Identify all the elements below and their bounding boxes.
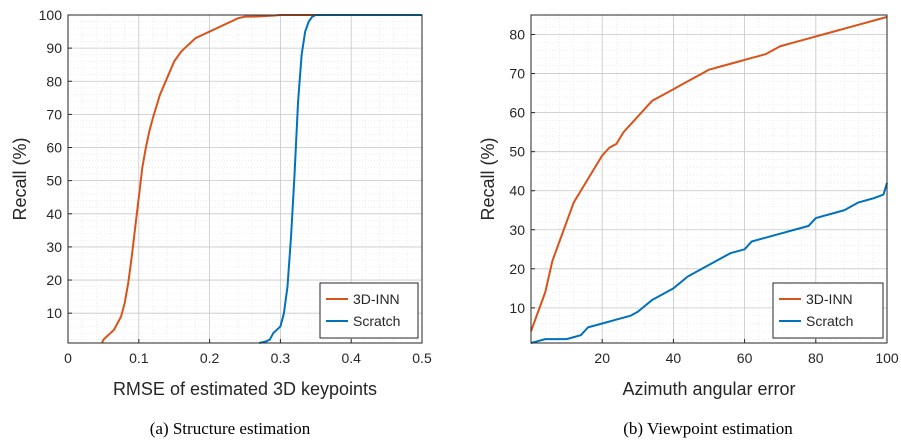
axes-box <box>530 14 888 344</box>
legend-box <box>319 282 419 339</box>
x-tick-label: 0.1 <box>129 350 149 366</box>
y-tick-label: 30 <box>509 222 525 238</box>
x-tick-label: 80 <box>808 350 824 366</box>
y-tick-label: 50 <box>46 173 62 189</box>
x-tick-label: 0 <box>64 350 72 366</box>
y-tick-label: 60 <box>509 105 525 121</box>
legend-entry: 3D-INN <box>806 291 853 307</box>
axes-box <box>67 14 423 344</box>
x-tick-label: 100 <box>875 350 899 366</box>
x-axis-label: RMSE of estimated 3D keypoints <box>113 379 377 399</box>
legend-box <box>772 282 884 339</box>
y-tick-label: 70 <box>46 106 62 122</box>
x-tick-label: 60 <box>737 350 753 366</box>
series-line-scratch <box>530 182 888 344</box>
y-tick-label: 50 <box>509 144 525 160</box>
x-axis-label: Azimuth angular error <box>622 379 795 399</box>
x-tick-label: 20 <box>594 350 610 366</box>
subfigure-caption: (a) Structure estimation <box>150 419 311 438</box>
y-tick-label: 30 <box>46 239 62 255</box>
x-tick-label: 0.3 <box>271 350 291 366</box>
x-tick-label: 0.2 <box>200 350 220 366</box>
x-tick-label: 0.5 <box>412 350 432 366</box>
y-axis-label: Recall (%) <box>478 137 498 220</box>
y-axis-label: Recall (%) <box>10 137 30 220</box>
y-tick-label: 20 <box>46 272 62 288</box>
y-tick-label: 10 <box>509 300 525 316</box>
x-tick-label: 40 <box>666 350 682 366</box>
legend: 3D-INN Scratch <box>319 282 419 339</box>
legend-entry: Scratch <box>806 313 853 329</box>
y-tick-label: 60 <box>46 140 62 156</box>
chart-viewpoint-estimation: 20 40 60 80 100 10 20 30 40 50 60 70 80 Azimuth angul… <box>478 14 899 438</box>
subfigure-caption: (b) Viewpoint estimation <box>623 419 793 438</box>
y-tick-label: 80 <box>509 27 525 43</box>
y-tick-label: 20 <box>509 261 525 277</box>
y-tick-label: 40 <box>509 183 525 199</box>
y-tick-label: 90 <box>46 40 62 56</box>
y-tick-label: 100 <box>39 7 63 23</box>
series-line-3d-inn <box>530 15 888 332</box>
grid <box>530 15 888 343</box>
chart-structure-estimation: 0 0.1 0.2 0.3 0.4 0.5 10 20 30 40 50 60 70 80 90 100 RMS… <box>10 7 432 438</box>
legend-entry: Scratch <box>353 313 400 329</box>
y-tick-label: 10 <box>46 305 62 321</box>
legend: 3D-INN Scratch <box>772 282 884 339</box>
series-line-3d-inn <box>101 14 422 344</box>
legend-entry: 3D-INN <box>353 291 400 307</box>
x-tick-label: 0.4 <box>341 350 361 366</box>
y-tick-label: 70 <box>509 66 525 82</box>
y-tick-label: 40 <box>46 206 62 222</box>
y-tick-label: 80 <box>46 73 62 89</box>
